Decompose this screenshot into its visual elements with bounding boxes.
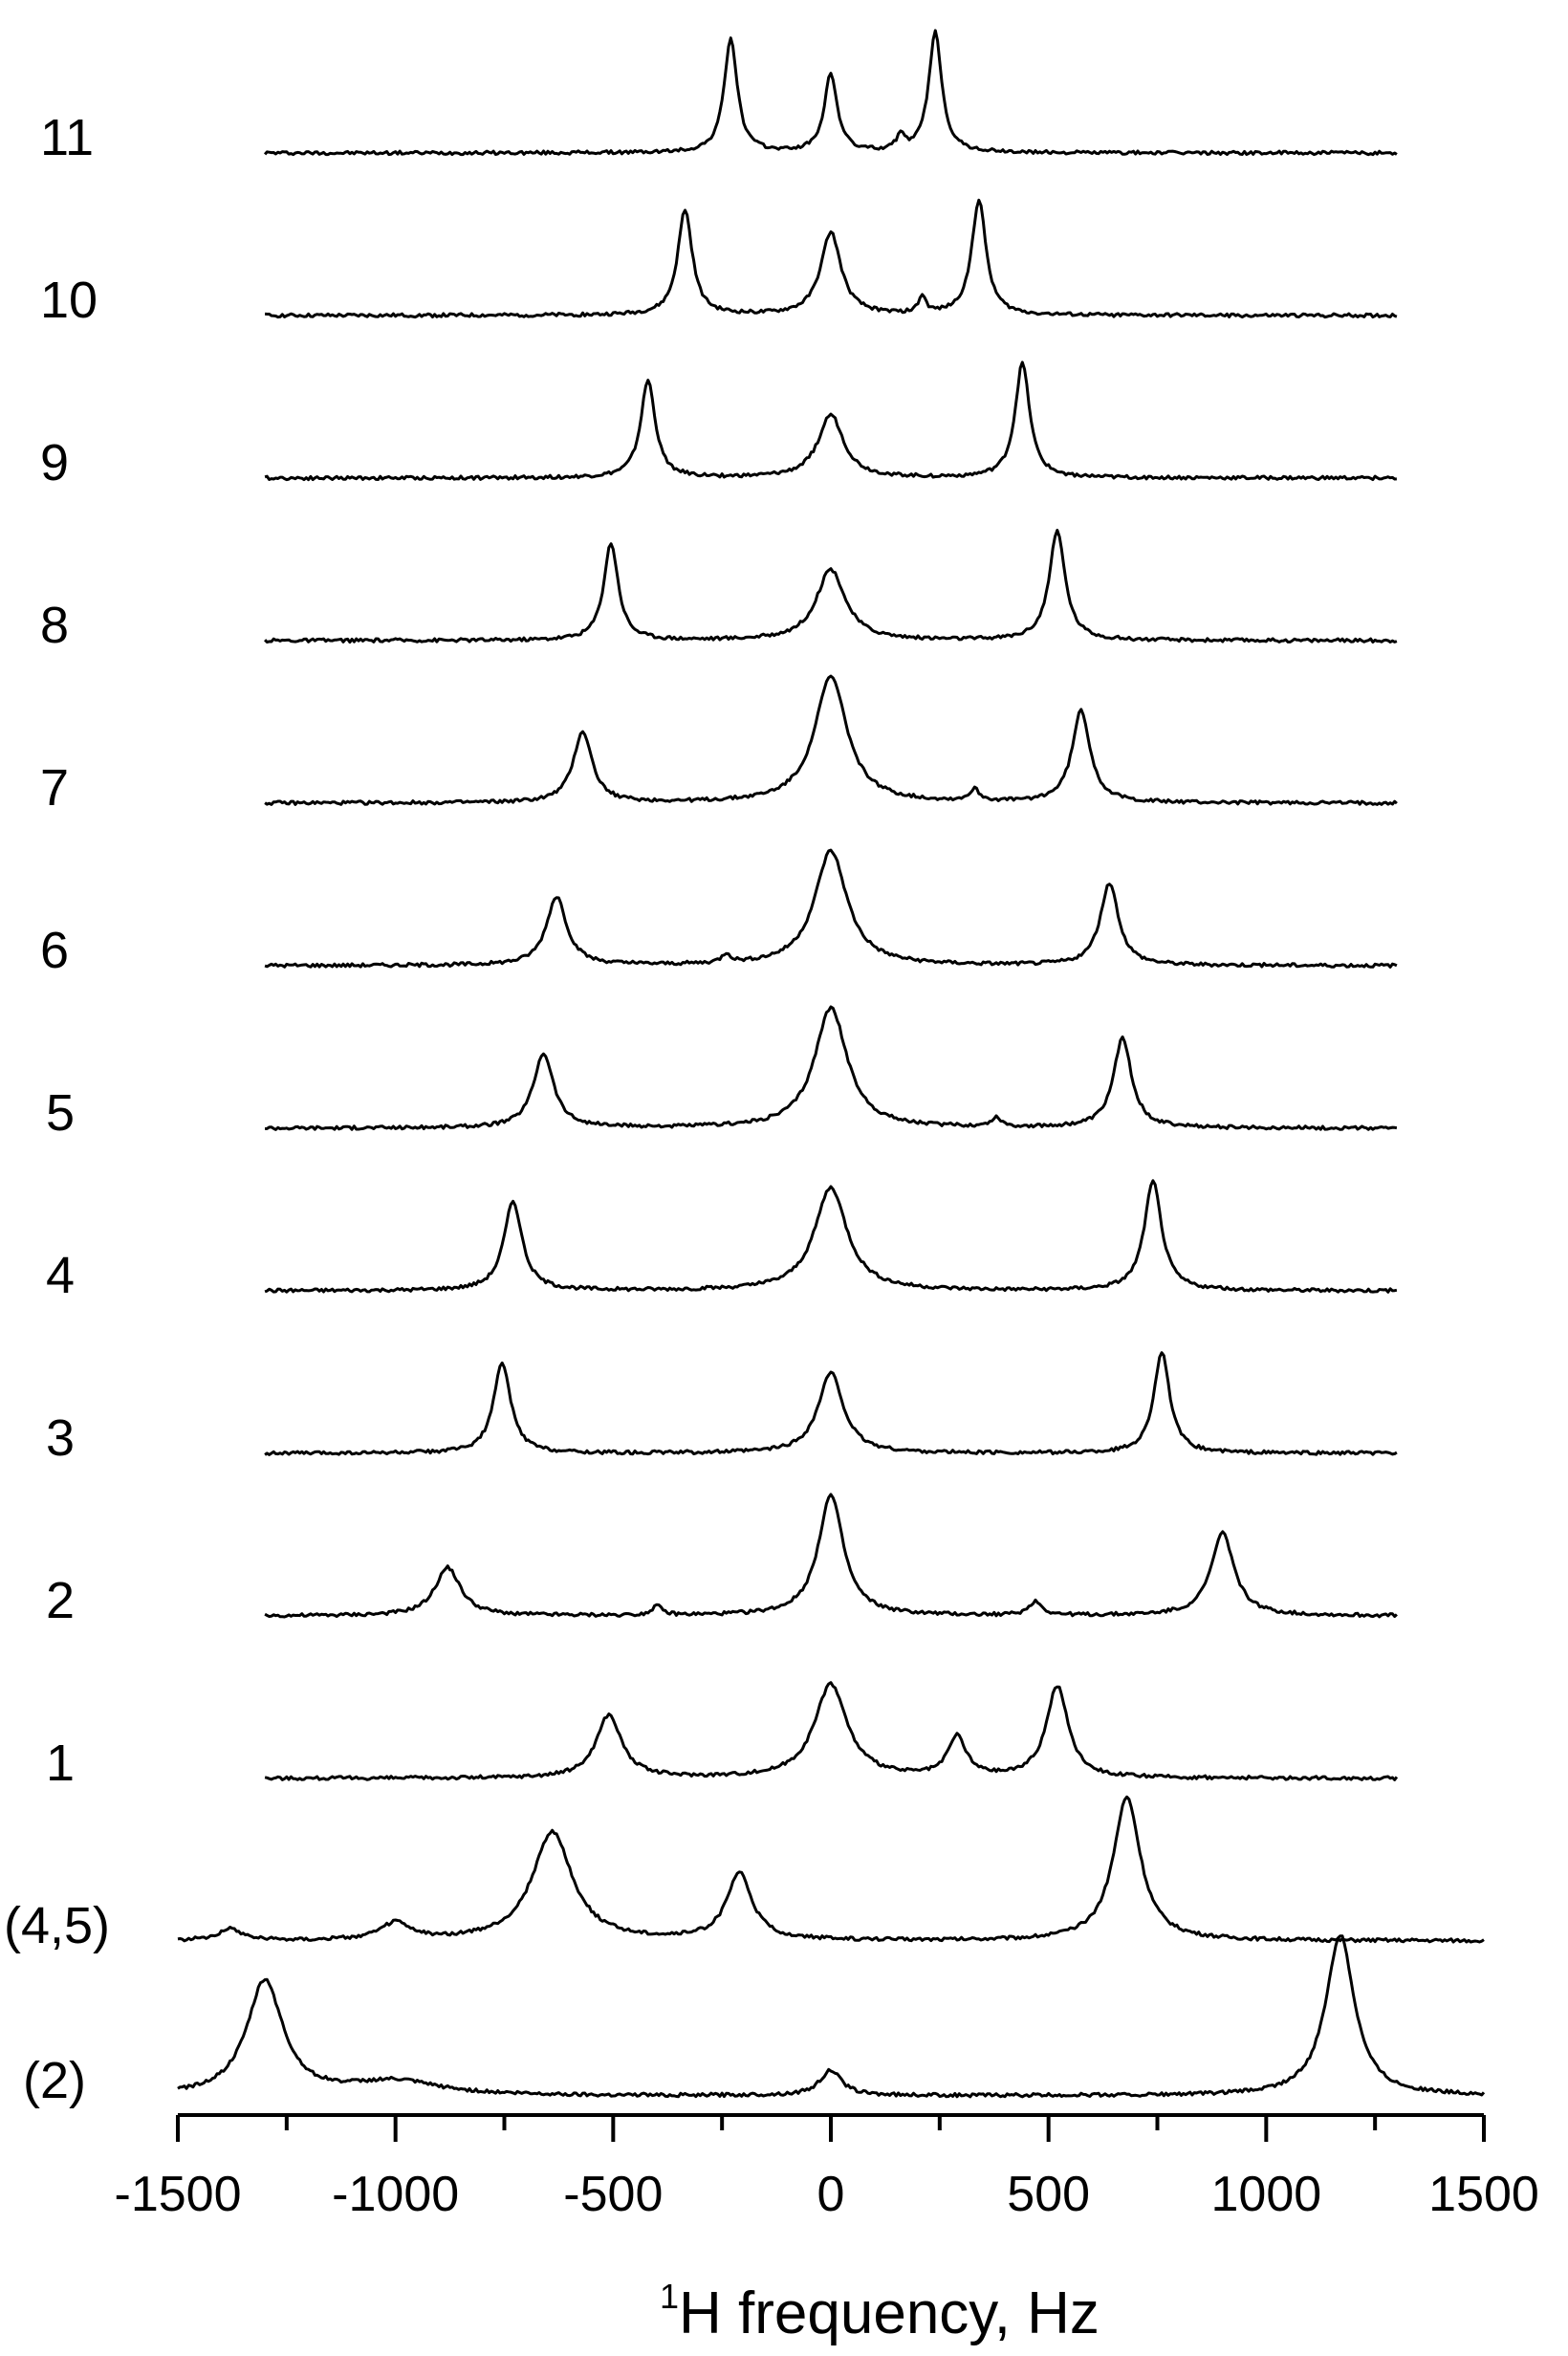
x-tick-label: 500 (1007, 2167, 1090, 2222)
spectrum-trace (263, 29, 1398, 157)
spectrum-label: 10 (40, 272, 98, 329)
x-axis-title: 1H frequency, Hz (660, 2277, 1100, 2346)
x-axis-title-text: H frequency, Hz (679, 2280, 1100, 2346)
x-tick-label: -1000 (332, 2167, 459, 2222)
spectrum-label: 2 (46, 1572, 75, 1629)
spectrum-trace (264, 198, 1398, 319)
x-tick-label: -1500 (115, 2167, 242, 2222)
spectrum-label: 8 (40, 597, 69, 654)
spectrum-label: 3 (46, 1409, 75, 1467)
x-axis-title-superscript: 1 (660, 2277, 679, 2316)
x-tick-label: 1500 (1428, 2167, 1539, 2222)
spectrum-trace (264, 674, 1398, 806)
spectrum-labels: 11 10 9 8 7 6 5 4 3 2 1 (4,5) (2) (4, 109, 110, 2109)
spectrum-label: 1 (46, 1734, 75, 1792)
spectrum-label: 6 (40, 922, 69, 979)
spectrum-label: (4,5) (4, 1897, 110, 1954)
spectrum-trace (264, 360, 1397, 482)
spectrum-label: 7 (40, 759, 69, 817)
spectrum-trace (264, 1179, 1398, 1294)
spectrum-trace (264, 1493, 1398, 1619)
x-tick-label: 1000 (1210, 2167, 1321, 2222)
spectrum-trace (264, 848, 1398, 969)
spectrum-label: 9 (40, 434, 69, 491)
x-axis: -1500 -1000 -500 0 500 1000 1500 (115, 2113, 1539, 2222)
x-tick-label: 0 (817, 2167, 845, 2222)
spectrum-label: 11 (40, 109, 94, 166)
spectrum-trace (264, 529, 1398, 644)
spectrum-trace (265, 1005, 1398, 1131)
spectrum-trace (264, 1351, 1398, 1456)
spectra-traces (177, 29, 1486, 2099)
spectrum-trace (264, 1681, 1399, 1781)
spectrum-label: 5 (46, 1084, 75, 1142)
spectrum-trace (177, 1795, 1485, 1944)
x-tick-label: -500 (563, 2167, 663, 2222)
spectrum-label: (2) (23, 2052, 86, 2109)
spectrum-trace (177, 1934, 1486, 2099)
spectrum-label: 4 (46, 1247, 75, 1304)
